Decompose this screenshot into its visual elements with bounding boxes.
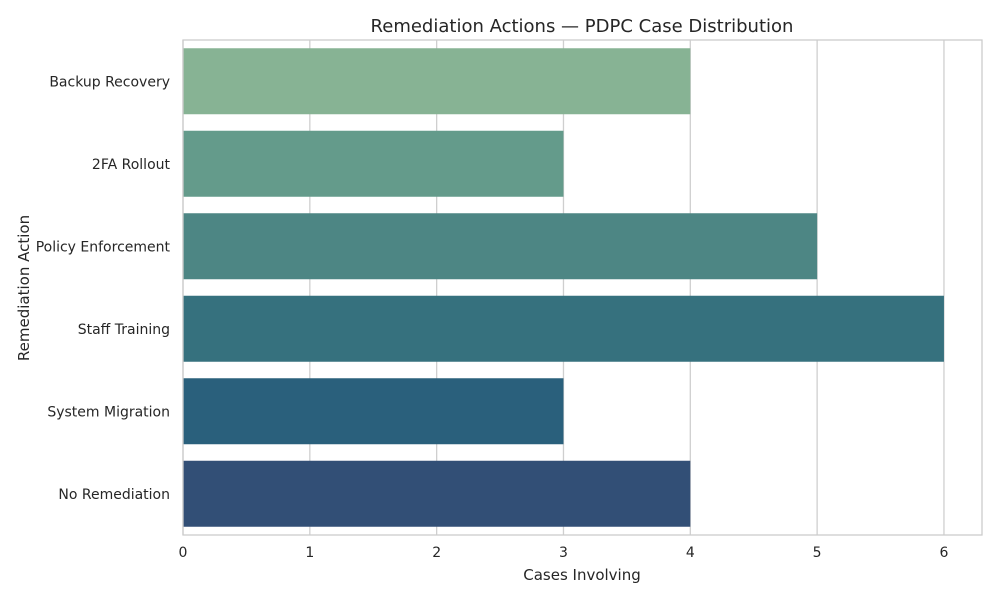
y-tick-label: Policy Enforcement xyxy=(36,239,171,255)
x-tick-label: 2 xyxy=(432,545,441,561)
bar xyxy=(183,130,564,197)
x-tick-labels: 0 1 2 3 4 5 6 xyxy=(179,545,949,561)
bar xyxy=(183,48,691,115)
x-tick-label: 3 xyxy=(559,545,568,561)
y-tick-label: Staff Training xyxy=(78,322,170,338)
y-tick-label: No Remediation xyxy=(58,487,170,503)
y-tick-label: 2FA Rollout xyxy=(92,157,171,173)
x-tick-label: 5 xyxy=(813,545,822,561)
bar-layer xyxy=(183,48,944,527)
x-tick-label: 6 xyxy=(939,545,948,561)
bar xyxy=(183,460,691,527)
x-axis-label: Cases Involving xyxy=(523,566,641,584)
x-tick-label: 4 xyxy=(686,545,695,561)
grid-layer xyxy=(182,40,945,535)
plot-frame xyxy=(182,39,983,536)
bar xyxy=(183,295,944,362)
bar xyxy=(183,378,564,445)
x-tick-label: 1 xyxy=(305,545,314,561)
y-tick-label: System Migration xyxy=(47,404,170,420)
bar xyxy=(183,213,818,280)
y-tick-labels: Backup Recovery 2FA Rollout Policy Enforce… xyxy=(36,74,171,503)
x-tick-label: 0 xyxy=(179,545,188,561)
y-axis-label: Remediation Action xyxy=(15,215,33,361)
y-tick-label: Backup Recovery xyxy=(49,74,170,90)
chart-title: Remediation Actions — PDPC Case Distribu… xyxy=(371,16,794,37)
